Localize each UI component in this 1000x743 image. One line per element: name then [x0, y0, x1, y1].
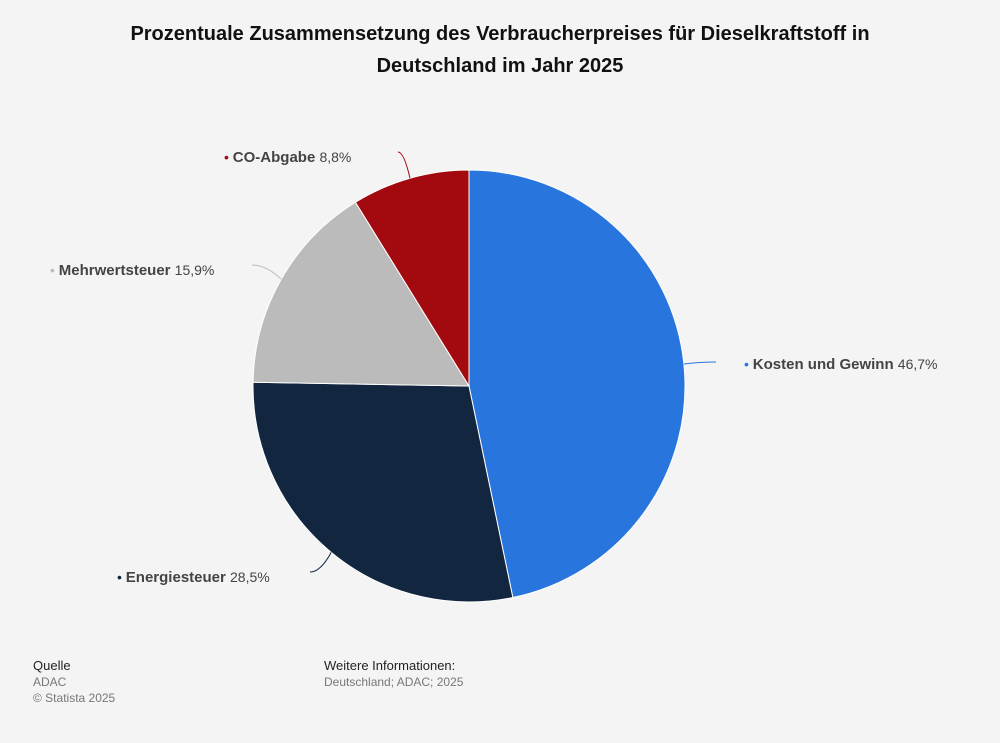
legend-bullet-icon: • [744, 356, 753, 372]
connector-mehrwertsteuer [251, 264, 282, 280]
legend-bullet-icon: • [117, 569, 126, 585]
info-heading: Weitere Informationen: [324, 658, 456, 673]
copyright: © Statista 2025 [33, 691, 116, 705]
slice-label-name: Mehrwertsteuer [59, 262, 175, 279]
slice-label-energiesteuer: • Energiesteuer 28,5% [117, 569, 270, 586]
connector-co-abgabe [397, 151, 411, 179]
source-name[interactable]: ADAC [33, 675, 67, 689]
legend-bullet-icon: • [224, 149, 233, 165]
pie-slice-kosten-und-gewinn[interactable] [468, 169, 686, 599]
info-block: Weitere Informationen: Deutschland; ADAC… [324, 658, 463, 690]
connector-kosten-und-gewinn [683, 361, 717, 365]
slice-label-name: CO-Abgabe [233, 149, 320, 166]
slice-label-kosten-und-gewinn: • Kosten und Gewinn 46,7% [744, 356, 938, 373]
legend-bullet-icon: • [50, 262, 59, 278]
pie-slice-energiesteuer[interactable] [252, 381, 514, 603]
slice-label-mehrwertsteuer: • Mehrwertsteuer 15,9% [50, 262, 214, 279]
slice-label-name: Kosten und Gewinn [753, 356, 898, 373]
slice-label-name: Energiesteuer [126, 569, 230, 586]
slice-label-value: 28,5% [230, 569, 270, 585]
chart-title: Prozentuale Zusammensetzung des Verbrauc… [60, 18, 940, 82]
pie-slice-co-abgabe[interactable] [354, 169, 470, 388]
label-connectors [251, 151, 717, 573]
connector-energiesteuer [309, 552, 332, 573]
slice-label-value: 8,8% [319, 149, 351, 165]
slice-labels: • Kosten und Gewinn 46,7%• Energiesteuer… [50, 149, 938, 586]
slice-label-value: 15,9% [175, 262, 215, 278]
chart-title-line-1: Prozentuale Zusammensetzung des Verbrauc… [130, 23, 870, 45]
slice-label-value: 46,7% [898, 356, 938, 372]
pie-slices [252, 169, 686, 603]
source-heading: Quelle [33, 658, 71, 673]
info-text: Deutschland; ADAC; 2025 [324, 675, 464, 689]
source-block: Quelle ADAC © Statista 2025 [33, 658, 115, 706]
slice-label-co-abgabe: • CO-Abgabe 8,8% [224, 149, 351, 166]
chart-title-line-2: Deutschland im Jahr 2025 [376, 55, 624, 77]
